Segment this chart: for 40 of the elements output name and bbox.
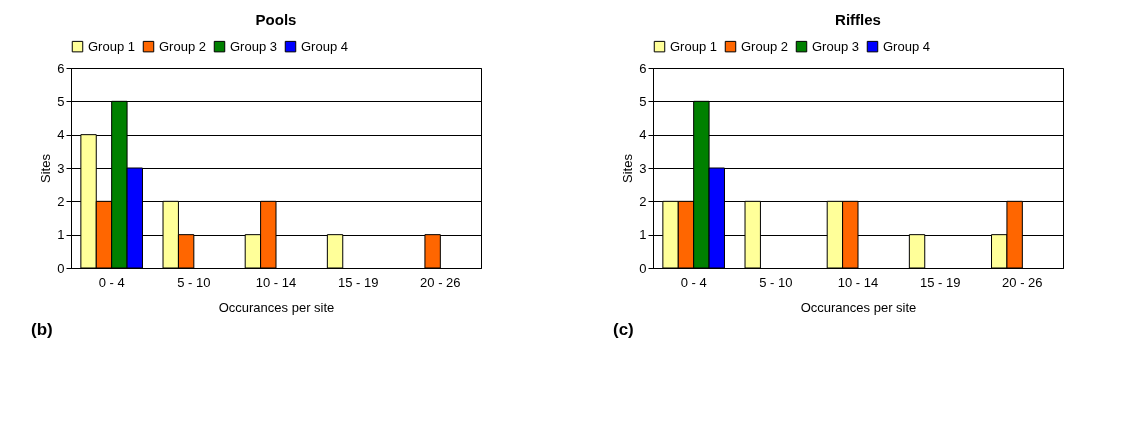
legend-label: Group 4 xyxy=(883,38,930,54)
y-tick-label: 1 xyxy=(57,227,65,243)
legend-label: Group 2 xyxy=(159,38,206,54)
chart-title: Pools xyxy=(255,11,297,28)
x-tick-label: 0 - 4 xyxy=(680,274,707,290)
y-tick-label: 6 xyxy=(639,60,647,76)
x-tick-label: 10 - 14 xyxy=(837,274,879,290)
x-tick-label: 15 - 19 xyxy=(919,274,961,290)
x-tick-label: 10 - 14 xyxy=(255,274,297,290)
text: (c) xyxy=(613,320,634,339)
y-tick-label: 2 xyxy=(57,193,65,209)
legend-label: Group 4 xyxy=(301,38,348,54)
x-tick-label: 20 - 26 xyxy=(420,274,461,290)
text: (b) xyxy=(31,320,53,339)
x-axis-title: Occurances per site xyxy=(218,299,335,315)
legend-label: Group 3 xyxy=(812,38,859,54)
y-axis-title: Sites xyxy=(38,153,54,183)
legend-label: Group 3 xyxy=(230,38,277,54)
legend-label: Group 1 xyxy=(670,38,717,54)
y-tick-label: 4 xyxy=(57,127,65,143)
y-tick-label: 1 xyxy=(639,227,647,243)
y-tick-label: 2 xyxy=(639,193,647,209)
x-tick-label: 5 - 10 xyxy=(177,274,211,290)
y-tick-label: 6 xyxy=(57,60,65,76)
y-tick-label: 5 xyxy=(639,93,647,109)
y-tick-label: 3 xyxy=(639,160,647,176)
x-tick-label: 5 - 10 xyxy=(759,274,793,290)
y-tick-label: 5 xyxy=(57,93,65,109)
y-tick-label: 0 xyxy=(57,260,65,276)
x-tick-label: 20 - 26 xyxy=(1002,274,1043,290)
y-tick-label: 0 xyxy=(639,260,647,276)
y-axis-title: Sites xyxy=(620,153,636,183)
y-tick-label: 3 xyxy=(57,160,65,176)
x-axis-title: Occurances per site xyxy=(800,299,917,315)
legend-label: Group 1 xyxy=(88,38,135,54)
legend-label: Group 2 xyxy=(741,38,788,54)
y-tick-label: 4 xyxy=(639,127,647,143)
chart-title: Riffles xyxy=(835,11,881,28)
x-tick-label: 15 - 19 xyxy=(337,274,379,290)
x-tick-label: 0 - 4 xyxy=(98,274,125,290)
